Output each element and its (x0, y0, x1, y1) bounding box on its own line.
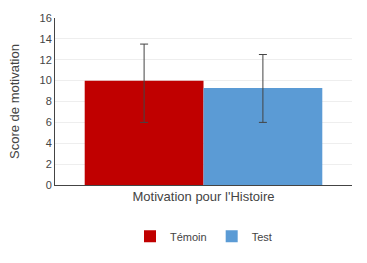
svg-text:10: 10 (40, 74, 52, 86)
svg-text:2: 2 (46, 158, 52, 170)
svg-text:8: 8 (46, 95, 52, 107)
svg-text:16: 16 (40, 12, 52, 24)
svg-text:0: 0 (46, 179, 52, 191)
svg-text:14: 14 (40, 33, 52, 45)
svg-text:Témoin: Témoin (170, 231, 207, 243)
svg-text:Test: Test (252, 231, 272, 243)
svg-text:12: 12 (40, 54, 52, 66)
svg-text:Motivation pour l'Histoire: Motivation pour l'Histoire (133, 189, 275, 204)
svg-text:6: 6 (46, 116, 52, 128)
svg-text:Score de motivation: Score de motivation (7, 44, 22, 159)
svg-text:4: 4 (46, 137, 52, 149)
